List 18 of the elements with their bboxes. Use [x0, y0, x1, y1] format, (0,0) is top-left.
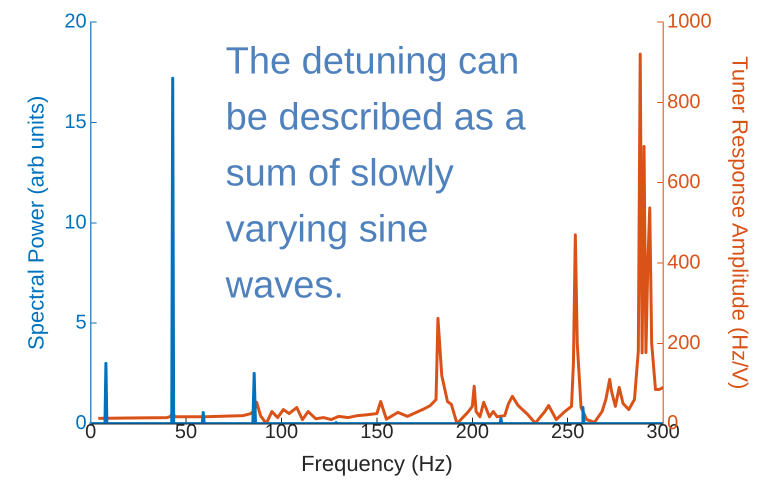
y-tick-label: 20: [64, 10, 87, 33]
y2-axis-title: Tuner Response Amplitude (Hz/V): [728, 56, 753, 390]
y-tick-label: 15: [64, 110, 87, 133]
y-tick-label: 5: [76, 312, 87, 334]
y2-tick-label: 400: [667, 251, 700, 274]
y2-tick-label: 800: [667, 90, 700, 113]
x-tick-label: 250: [551, 421, 584, 444]
x-tick-label: 50: [174, 421, 198, 444]
y-tick-label: 10: [64, 211, 87, 234]
x-tick-label: 200: [456, 421, 489, 444]
x-tick-label: 100: [264, 421, 298, 444]
y2-tick-label: 200: [667, 332, 700, 354]
x-axis-title: Frequency (Hz): [301, 450, 453, 476]
x-tick-label: 150: [360, 421, 394, 444]
annotation: The detuning can be described as a sum of slowly varying sine waves.: [224, 40, 526, 306]
y2-tick-label: 600: [667, 171, 700, 194]
y2-tick-label: 1000: [667, 10, 712, 33]
y-axis-title: Spectral Power (arb units): [23, 96, 48, 350]
